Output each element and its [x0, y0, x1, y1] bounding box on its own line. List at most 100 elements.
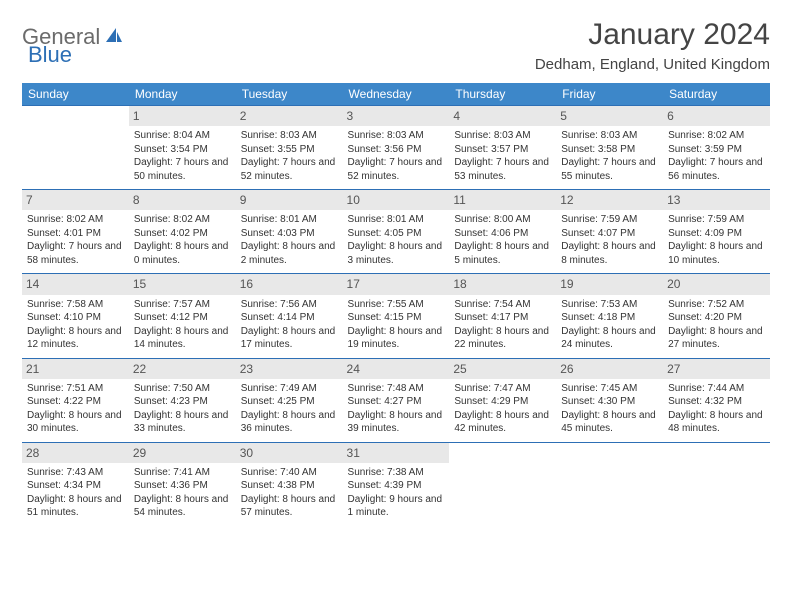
sunset-text: Sunset: 4:01 PM [27, 227, 124, 241]
day-cell: 6Sunrise: 8:02 AMSunset: 3:59 PMDaylight… [663, 106, 770, 190]
sunset-text: Sunset: 4:34 PM [27, 479, 124, 493]
day-number: 24 [343, 359, 450, 379]
sunset-text: Sunset: 4:27 PM [348, 395, 445, 409]
daylight-text: Daylight: 8 hours and 57 minutes. [241, 493, 338, 520]
logo-line2: Blue [28, 42, 72, 68]
daylight-text: Daylight: 8 hours and 17 minutes. [241, 325, 338, 352]
daylight-text: Daylight: 8 hours and 42 minutes. [454, 409, 551, 436]
sunrise-text: Sunrise: 8:03 AM [454, 129, 551, 143]
day-number: 26 [556, 359, 663, 379]
header: General January 2024 Dedham, England, Un… [22, 18, 770, 73]
sunrise-text: Sunrise: 7:57 AM [134, 298, 231, 312]
sunset-text: Sunset: 4:38 PM [241, 479, 338, 493]
daylight-text: Daylight: 8 hours and 27 minutes. [668, 325, 765, 352]
daylight-text: Daylight: 8 hours and 10 minutes. [668, 240, 765, 267]
sunset-text: Sunset: 4:05 PM [348, 227, 445, 241]
day-number: 7 [22, 190, 129, 210]
day-cell: 1 Sunrise: 8:04 AMSunset: 3:54 PMDaylight… [129, 106, 236, 190]
week-row: 21Sunrise: 7:51 AMSunset: 4:22 PMDayligh… [22, 358, 770, 442]
sunrise-text: Sunrise: 7:47 AM [454, 382, 551, 396]
day-cell: 17Sunrise: 7:55 AMSunset: 4:15 PMDayligh… [343, 274, 450, 358]
sunset-text: Sunset: 4:20 PM [668, 311, 765, 325]
day-cell: 4Sunrise: 8:03 AMSunset: 3:57 PMDaylight… [449, 106, 556, 190]
sunset-text: Sunset: 3:56 PM [348, 143, 445, 157]
sunrise-text: Sunrise: 7:38 AM [348, 466, 445, 480]
daylight-text: Daylight: 7 hours and 52 minutes. [348, 156, 445, 183]
sunrise-text: Sunrise: 8:02 AM [668, 129, 765, 143]
daylight-text: Daylight: 8 hours and 14 minutes. [134, 325, 231, 352]
sunset-text: Sunset: 4:09 PM [668, 227, 765, 241]
sunrise-text: Sunrise: 8:03 AM [241, 129, 338, 143]
sunset-text: Sunset: 3:57 PM [454, 143, 551, 157]
day-cell [449, 442, 556, 526]
sunset-text: Sunset: 4:07 PM [561, 227, 658, 241]
sunrise-text: Sunrise: 8:00 AM [454, 213, 551, 227]
day-cell: 8Sunrise: 8:02 AMSunset: 4:02 PMDaylight… [129, 190, 236, 274]
sunset-text: Sunset: 4:32 PM [668, 395, 765, 409]
day-cell [663, 442, 770, 526]
sunrise-text: Sunrise: 7:49 AM [241, 382, 338, 396]
daylight-text: Daylight: 8 hours and 24 minutes. [561, 325, 658, 352]
weekday-header: Sunday [22, 83, 129, 106]
sunrise-text: Sunrise: 7:59 AM [561, 213, 658, 227]
day-number: 18 [449, 274, 556, 294]
daylight-text: Daylight: 8 hours and 5 minutes. [454, 240, 551, 267]
day-cell: 20Sunrise: 7:52 AMSunset: 4:20 PMDayligh… [663, 274, 770, 358]
sunset-text: Sunset: 3:55 PM [241, 143, 338, 157]
day-cell: 23Sunrise: 7:49 AMSunset: 4:25 PMDayligh… [236, 358, 343, 442]
day-number: 6 [663, 106, 770, 126]
sunrise-text: Sunrise: 7:43 AM [27, 466, 124, 480]
day-number: 27 [663, 359, 770, 379]
daylight-text: Daylight: 7 hours and 58 minutes. [27, 240, 124, 267]
sunrise-text: Sunrise: 7:52 AM [668, 298, 765, 312]
sunset-text: Sunset: 4:22 PM [27, 395, 124, 409]
weekday-header: Thursday [449, 83, 556, 106]
day-number: 17 [343, 274, 450, 294]
weekday-header: Monday [129, 83, 236, 106]
day-number: 8 [129, 190, 236, 210]
sunrise-text: Sunrise: 8:03 AM [561, 129, 658, 143]
day-cell: 18Sunrise: 7:54 AMSunset: 4:17 PMDayligh… [449, 274, 556, 358]
sunrise-text: Sunrise: 7:40 AM [241, 466, 338, 480]
day-cell: 2Sunrise: 8:03 AMSunset: 3:55 PMDaylight… [236, 106, 343, 190]
day-cell: 16Sunrise: 7:56 AMSunset: 4:14 PMDayligh… [236, 274, 343, 358]
sunrise-text: Sunrise: 7:41 AM [134, 466, 231, 480]
day-number: 13 [663, 190, 770, 210]
sunset-text: Sunset: 4:12 PM [134, 311, 231, 325]
sunset-text: Sunset: 4:30 PM [561, 395, 658, 409]
daylight-text: Daylight: 8 hours and 8 minutes. [561, 240, 658, 267]
weekday-header: Saturday [663, 83, 770, 106]
day-number: 9 [236, 190, 343, 210]
sunset-text: Sunset: 4:15 PM [348, 311, 445, 325]
day-number: 1 [129, 106, 236, 126]
sunrise-text: Sunrise: 7:58 AM [27, 298, 124, 312]
sunrise-text: Sunrise: 7:45 AM [561, 382, 658, 396]
day-number: 10 [343, 190, 450, 210]
sunset-text: Sunset: 4:36 PM [134, 479, 231, 493]
day-cell: 13Sunrise: 7:59 AMSunset: 4:09 PMDayligh… [663, 190, 770, 274]
sunset-text: Sunset: 4:03 PM [241, 227, 338, 241]
day-number: 3 [343, 106, 450, 126]
day-number: 5 [556, 106, 663, 126]
sunset-text: Sunset: 4:29 PM [454, 395, 551, 409]
sunset-text: Sunset: 3:54 PM [134, 143, 231, 157]
sunrise-text: Sunrise: 7:51 AM [27, 382, 124, 396]
sunrise-text: Sunrise: 8:02 AM [27, 213, 124, 227]
sunrise-text: Sunrise: 8:01 AM [348, 213, 445, 227]
day-cell: 26Sunrise: 7:45 AMSunset: 4:30 PMDayligh… [556, 358, 663, 442]
day-number: 16 [236, 274, 343, 294]
sunrise-text: Sunrise: 7:48 AM [348, 382, 445, 396]
day-cell: 22Sunrise: 7:50 AMSunset: 4:23 PMDayligh… [129, 358, 236, 442]
sunset-text: Sunset: 4:18 PM [561, 311, 658, 325]
daylight-text: Daylight: 7 hours and 50 minutes. [134, 156, 231, 183]
sunrise-text: Sunrise: 7:53 AM [561, 298, 658, 312]
daylight-text: Daylight: 8 hours and 30 minutes. [27, 409, 124, 436]
daylight-text: Daylight: 7 hours and 53 minutes. [454, 156, 551, 183]
sunset-text: Sunset: 3:58 PM [561, 143, 658, 157]
daylight-text: Daylight: 7 hours and 55 minutes. [561, 156, 658, 183]
day-number: 30 [236, 443, 343, 463]
day-cell: 15Sunrise: 7:57 AMSunset: 4:12 PMDayligh… [129, 274, 236, 358]
sunset-text: Sunset: 4:02 PM [134, 227, 231, 241]
week-row: 14Sunrise: 7:58 AMSunset: 4:10 PMDayligh… [22, 274, 770, 358]
sunrise-text: Sunrise: 8:04 AM [134, 129, 231, 143]
